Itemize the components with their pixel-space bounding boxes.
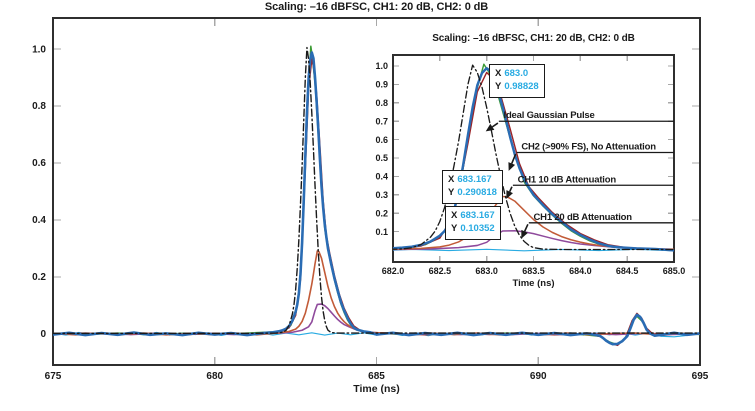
trace-ch1-20db: [53, 303, 700, 336]
cursor-x-label: X: [451, 210, 458, 221]
y-tick-label: 0.8: [375, 98, 388, 108]
x-tick-label: 682.0: [382, 266, 405, 276]
y-tick-label: 0.5: [375, 153, 388, 163]
cursor-x-value: 683.0: [504, 68, 529, 79]
annotations: Ideal Gaussian Pulse CH2 (>90% FS), No At…: [485, 110, 674, 239]
y-tick-label: 0.3: [375, 190, 388, 200]
series-group: [53, 45, 700, 347]
x-tick-label: 675: [45, 371, 62, 382]
y-tick-label: 0.6: [32, 158, 46, 169]
x-tick-label: 680: [206, 371, 223, 382]
cursor-y-label: Y: [495, 81, 502, 93]
y-tick-label: 0.9: [375, 80, 388, 90]
cursor-y-value: 0.290818: [457, 187, 497, 199]
annotation-ch2-no-attenuation: CH2 (>90% FS), No Attenuation: [521, 141, 656, 152]
x-tick-label: 695: [692, 371, 709, 382]
inset-x-axis-label: Time (ns): [512, 278, 555, 289]
x-tick-label: 684.0: [569, 266, 592, 276]
trace-ch2-no-atten: [393, 67, 674, 252]
cursor-y-label: Y: [451, 223, 458, 235]
x-tick-label: 685.0: [663, 266, 686, 276]
cursor-y-value: 0.10352: [460, 223, 495, 235]
y-tick-label: 0.6: [375, 135, 388, 145]
y-tick-label: 1.0: [32, 44, 46, 55]
axes: 682.0 682.5 683.0 683.5 684.0 684.5 685.0 0.1 0.…: [375, 54, 686, 276]
trace-ch1-20db: [393, 229, 674, 251]
trace-ch2-no-atten: [53, 51, 700, 346]
figure-title: Scaling: –16 dBFSC, CH1: 20 dB, CH2: 0 d…: [264, 1, 489, 13]
y-tick-label: 0.1: [375, 227, 388, 237]
x-tick-label: 682.5: [429, 266, 452, 276]
y-tick-label: 0.2: [32, 272, 46, 283]
trace-ideal-gaussian: [53, 46, 700, 335]
y-tick-label: 0.8: [32, 101, 46, 112]
y-tick-label: 0.7: [375, 116, 388, 126]
cursor-readout-10db[interactable]: X 683.167 Y 0.290818: [442, 170, 503, 204]
y-tick-label: 0.4: [375, 172, 388, 182]
cursor-y-value: 0.98828: [504, 81, 539, 93]
y-tick-label: 0: [40, 329, 46, 340]
cursor-x-label: X: [448, 174, 455, 185]
cursor-readout-20db[interactable]: X 683.167 Y 0.10352: [445, 206, 501, 240]
cursor-x-value: 683.167: [460, 210, 495, 221]
x-tick-label: 685: [368, 371, 385, 382]
main-x-axis-label: Time (ns): [353, 383, 400, 395]
cursor-x-label: X: [495, 68, 502, 79]
annotation-ch1-10db-attenuation: CH1 10 dB Attenuation: [518, 174, 617, 185]
trace-ideal-gaussian: [393, 64, 674, 251]
annotation-ideal-gaussian-pulse: Ideal Gaussian Pulse: [504, 110, 595, 121]
y-tick-label: 0.2: [375, 208, 388, 218]
inset-title: Scaling: –16 dBFSC, CH1: 20 dB, CH2: 0 d…: [432, 33, 635, 44]
x-tick-label: 683.0: [475, 266, 498, 276]
axes: 675 680 685 690 695 0 0.2 0.4 0.6 0.8 1.0: [32, 17, 709, 382]
cursor-readout-peak[interactable]: X 683.0 Y 0.98828: [489, 64, 545, 98]
x-tick-label: 683.5: [522, 266, 545, 276]
x-tick-label: 690: [530, 371, 547, 382]
annotation-ch1-20db-attenuation: CH1 20 dB Attenuation: [534, 212, 633, 223]
y-tick-label: 1.0: [375, 61, 388, 71]
cursor-x-value: 683.167: [457, 174, 492, 185]
cursor-y-label: Y: [448, 187, 455, 199]
x-tick-label: 684.5: [616, 266, 639, 276]
y-tick-label: 0.4: [32, 215, 46, 226]
